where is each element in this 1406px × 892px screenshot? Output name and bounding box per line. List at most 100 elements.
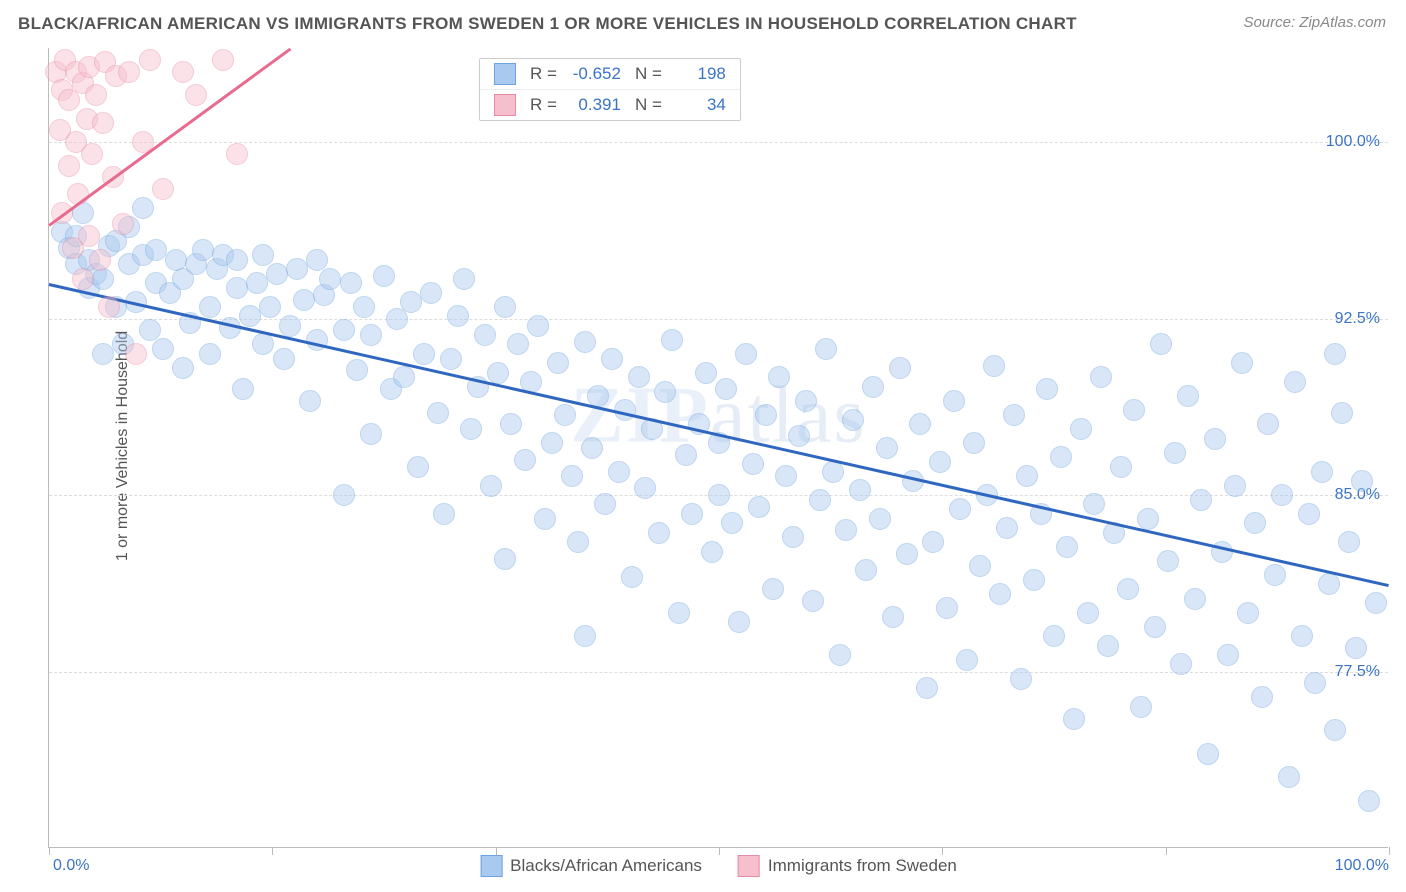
data-point — [393, 366, 415, 388]
data-point — [259, 296, 281, 318]
legend-label-0: Blacks/African Americans — [510, 856, 702, 876]
data-point — [494, 296, 516, 318]
data-point — [1137, 508, 1159, 530]
data-point — [139, 319, 161, 341]
data-point — [661, 329, 683, 351]
data-point — [1237, 602, 1259, 624]
data-point — [1318, 573, 1340, 595]
data-point — [829, 644, 851, 666]
data-point — [353, 296, 375, 318]
data-point — [963, 432, 985, 454]
data-point — [319, 268, 341, 290]
x-tick — [942, 847, 943, 855]
data-point — [89, 249, 111, 271]
data-point — [1324, 343, 1346, 365]
data-point — [782, 526, 804, 548]
r-label: R = — [530, 64, 557, 84]
swatch-series-1 — [494, 94, 516, 116]
data-point — [1036, 378, 1058, 400]
data-point — [72, 268, 94, 290]
data-point — [1184, 588, 1206, 610]
data-point — [1244, 512, 1266, 534]
data-point — [1110, 456, 1132, 478]
r-label: R = — [530, 95, 557, 115]
data-point — [1090, 366, 1112, 388]
legend-label-1: Immigrants from Sweden — [768, 856, 957, 876]
x-tick — [496, 847, 497, 855]
data-point — [125, 343, 147, 365]
data-point — [876, 437, 898, 459]
data-point — [199, 343, 221, 365]
data-point — [152, 178, 174, 200]
data-point — [427, 402, 449, 424]
n-value-0: 198 — [672, 64, 726, 84]
data-point — [407, 456, 429, 478]
data-point — [474, 324, 496, 346]
data-point — [1123, 399, 1145, 421]
data-point — [802, 590, 824, 612]
data-point — [943, 390, 965, 412]
data-point — [226, 249, 248, 271]
data-point — [246, 272, 268, 294]
data-point — [500, 413, 522, 435]
data-point — [494, 548, 516, 570]
data-point — [98, 296, 120, 318]
data-point — [728, 611, 750, 633]
data-point — [634, 477, 656, 499]
data-point — [969, 555, 991, 577]
data-point — [1043, 625, 1065, 647]
data-point — [112, 213, 134, 235]
data-point — [1271, 484, 1293, 506]
data-point — [360, 423, 382, 445]
x-tick — [49, 847, 50, 855]
data-point — [855, 559, 877, 581]
swatch-series-0 — [494, 63, 516, 85]
data-point — [252, 333, 274, 355]
data-point — [266, 263, 288, 285]
data-point — [922, 531, 944, 553]
x-tick — [1389, 847, 1390, 855]
data-point — [1224, 475, 1246, 497]
x-tick-label: 0.0% — [53, 857, 89, 875]
data-point — [654, 381, 676, 403]
data-point — [862, 376, 884, 398]
data-point — [1298, 503, 1320, 525]
data-point — [1164, 442, 1186, 464]
data-point — [440, 348, 462, 370]
data-point — [333, 484, 355, 506]
data-point — [755, 404, 777, 426]
data-point — [541, 432, 563, 454]
data-point — [547, 352, 569, 374]
data-point — [340, 272, 362, 294]
data-point — [199, 296, 221, 318]
data-point — [1284, 371, 1306, 393]
data-point — [400, 291, 422, 313]
data-point — [561, 465, 583, 487]
data-point — [554, 404, 576, 426]
data-point — [621, 566, 643, 588]
data-point — [601, 348, 623, 370]
data-point — [480, 475, 502, 497]
data-point — [1365, 592, 1387, 614]
data-point — [273, 348, 295, 370]
legend-item-1: Immigrants from Sweden — [738, 855, 957, 877]
data-point — [1157, 550, 1179, 572]
data-point — [788, 425, 810, 447]
scatter-plot: ZIPatlas R = -0.652 N = 198 R = 0.391 N … — [48, 48, 1388, 848]
data-point — [936, 597, 958, 619]
data-point — [882, 606, 904, 628]
data-point — [81, 143, 103, 165]
data-point — [1177, 385, 1199, 407]
swatch-series-0 — [480, 855, 502, 877]
data-point — [226, 143, 248, 165]
data-point — [232, 378, 254, 400]
data-point — [172, 61, 194, 83]
data-point — [360, 324, 382, 346]
data-point — [286, 258, 308, 280]
data-point — [534, 508, 556, 530]
data-point — [279, 315, 301, 337]
data-point — [1023, 569, 1045, 591]
data-point — [1190, 489, 1212, 511]
y-tick-label: 100.0% — [1326, 133, 1380, 151]
data-point — [118, 61, 140, 83]
